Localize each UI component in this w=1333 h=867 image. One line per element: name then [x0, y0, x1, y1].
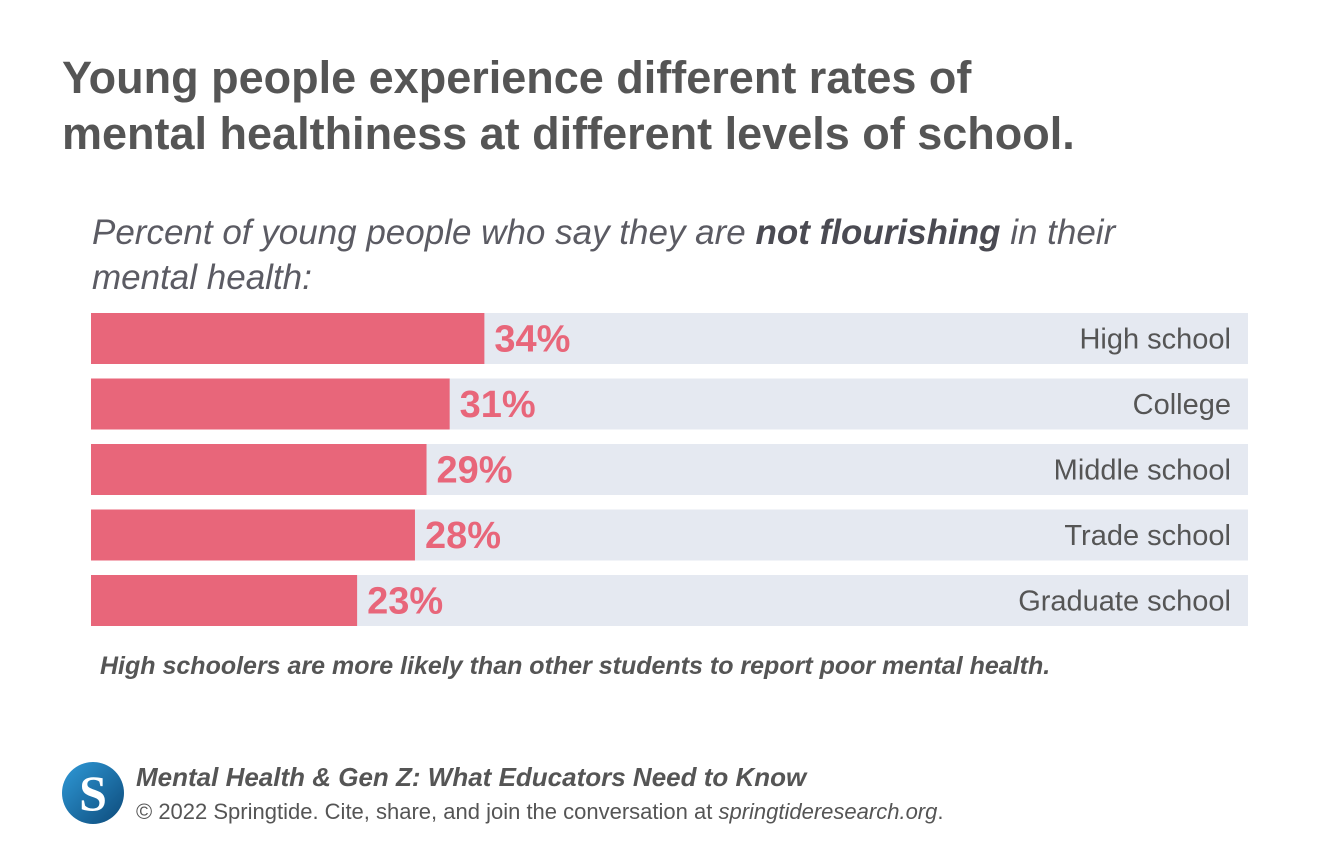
category-label-high-school: High school [1079, 324, 1231, 356]
source-url-link[interactable]: springtideresearch.org [718, 799, 938, 824]
data-label-middle-school: 29% [437, 450, 513, 492]
subtitle-suffix: in their [1010, 213, 1116, 252]
springtide-logo-icon: S [62, 762, 124, 824]
bar-high-school [91, 313, 485, 364]
subtitle-emphasis: not flourishing [755, 213, 1001, 252]
data-label-trade-school: 28% [425, 515, 501, 557]
data-label-college: 31% [460, 384, 536, 426]
category-label-graduate-school: Graduate school [1018, 586, 1231, 618]
bar-middle-school [91, 444, 427, 495]
copyright-line: © 2022 Springtide. Cite, share, and join… [136, 797, 1286, 827]
chart-subtitle: Percent of young people who say they are… [92, 210, 1292, 300]
category-label-college: College [1133, 389, 1231, 421]
data-label-high-school: 34% [494, 319, 570, 361]
copyright-period: . [937, 799, 944, 824]
copyright-text: © 2022 Springtide. Cite, share, and join… [136, 799, 713, 824]
category-label-middle-school: Middle school [1054, 455, 1231, 487]
category-label-trade-school: Trade school [1064, 520, 1231, 552]
chart-title: Young people experience different rates … [62, 50, 1302, 162]
subtitle-prefix: Percent of young people who say they are [92, 213, 746, 252]
bar-chart: 34% High school 31% College 29% Middle school… [91, 313, 1248, 626]
data-label-graduate-school: 23% [367, 581, 443, 623]
chart-subtitle-line-1: Percent of young people who say they are… [92, 210, 1292, 255]
source-title: Mental Health & Gen Z: What Educators Ne… [136, 762, 807, 792]
bar-group: 34% High school 31% College 29% Middle school… [91, 313, 1248, 626]
bar-trade-school [91, 509, 415, 561]
bar-graduate-school [91, 575, 358, 626]
chart-title-line-2: mental healthiness at different levels o… [62, 108, 1075, 159]
bar-college [91, 378, 450, 430]
chart-note: High schoolers are more likely than othe… [100, 652, 1051, 680]
chart-title-line-1: Young people experience different rates … [62, 52, 972, 103]
chart-subtitle-line-2: mental health: [92, 258, 312, 297]
logo-letter: S [79, 765, 107, 821]
